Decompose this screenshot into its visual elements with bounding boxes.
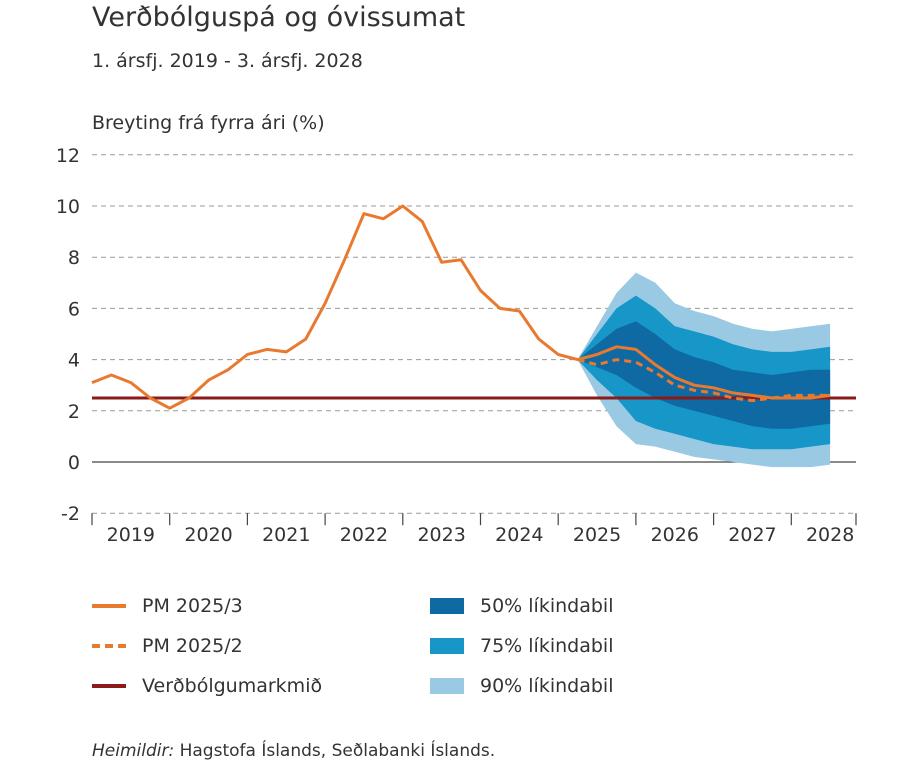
y-tick-label: 12 bbox=[56, 145, 80, 167]
x-tick-label: 2028 bbox=[806, 524, 854, 546]
legend-swatch-pm-2025-3 bbox=[92, 604, 126, 608]
chart-legend: PM 2025/3 PM 2025/2 Verðbólgumarkmið 50%… bbox=[92, 590, 652, 710]
legend-label-band-50: 50% líkindabil bbox=[480, 595, 614, 617]
legend-swatch-target bbox=[92, 684, 126, 688]
y-tick-label: -2 bbox=[61, 503, 80, 525]
series-line-pm-2025-3 bbox=[91, 204, 831, 410]
series-line-pm-2025-2 bbox=[577, 358, 831, 403]
x-tick-label: 2022 bbox=[340, 524, 388, 546]
legend-swatch-pm-2025-2 bbox=[92, 644, 126, 648]
legend-item-pm-2025-2: PM 2025/2 bbox=[92, 634, 243, 658]
legend-swatch-band-90 bbox=[430, 678, 464, 694]
x-tick-label: 2019 bbox=[107, 524, 155, 546]
y-tick-label: 4 bbox=[68, 350, 80, 372]
legend-label-band-75: 75% líkindabil bbox=[480, 635, 614, 657]
inflation-forecast-chart: -2 0 2 4 6 8 10 12 2019 2020 2021 2022 2023 2024 2025 2… bbox=[56, 145, 857, 546]
x-tick-label: 2026 bbox=[651, 524, 699, 546]
legend-swatch-band-50 bbox=[430, 598, 464, 614]
y-tick-label: 2 bbox=[68, 401, 80, 423]
fan-band-50 bbox=[577, 321, 831, 429]
chart-title: Verðbólguspá og óvissumat bbox=[92, 2, 466, 33]
y-tick-label: 8 bbox=[68, 247, 80, 269]
legend-item-pm-2025-3: PM 2025/3 bbox=[92, 594, 243, 618]
y-tick-label: 10 bbox=[56, 196, 80, 218]
legend-label-band-90: 90% líkindabil bbox=[480, 675, 614, 697]
legend-label-pm-2025-3: PM 2025/3 bbox=[142, 595, 243, 617]
legend-item-band-75: 75% líkindabil bbox=[430, 634, 613, 658]
y-axis-label: Breyting frá fyrra ári (%) bbox=[92, 112, 325, 134]
source-prefix: Heimildir: bbox=[92, 741, 175, 761]
source-text: Hagstofa Íslands, Seðlabanki Íslands. bbox=[174, 741, 496, 761]
legend-label-target: Verðbólgumarkmið bbox=[142, 675, 323, 697]
legend-item-band-90: 90% líkindabil bbox=[430, 674, 613, 698]
x-tick-label: 2025 bbox=[573, 524, 621, 546]
source-note: Heimildir: Hagstofa Íslands, Seðlabanki … bbox=[92, 741, 495, 761]
chart-subtitle: 1. ársfj. 2019 - 3. ársfj. 2028 bbox=[92, 50, 363, 72]
x-tick-label: 2020 bbox=[184, 524, 232, 546]
legend-swatch-band-75 bbox=[430, 638, 464, 654]
legend-item-band-50: 50% líkindabil bbox=[430, 594, 613, 618]
x-tick-label: 2027 bbox=[728, 524, 776, 546]
x-tick-label: 2024 bbox=[495, 524, 543, 546]
legend-label-pm-2025-2: PM 2025/2 bbox=[142, 635, 243, 657]
x-tick-label: 2021 bbox=[262, 524, 310, 546]
y-tick-label: 6 bbox=[68, 298, 80, 320]
y-tick-label: 0 bbox=[68, 452, 80, 474]
x-tick-label: 2023 bbox=[417, 524, 465, 546]
legend-item-target: Verðbólgumarkmið bbox=[92, 674, 322, 698]
